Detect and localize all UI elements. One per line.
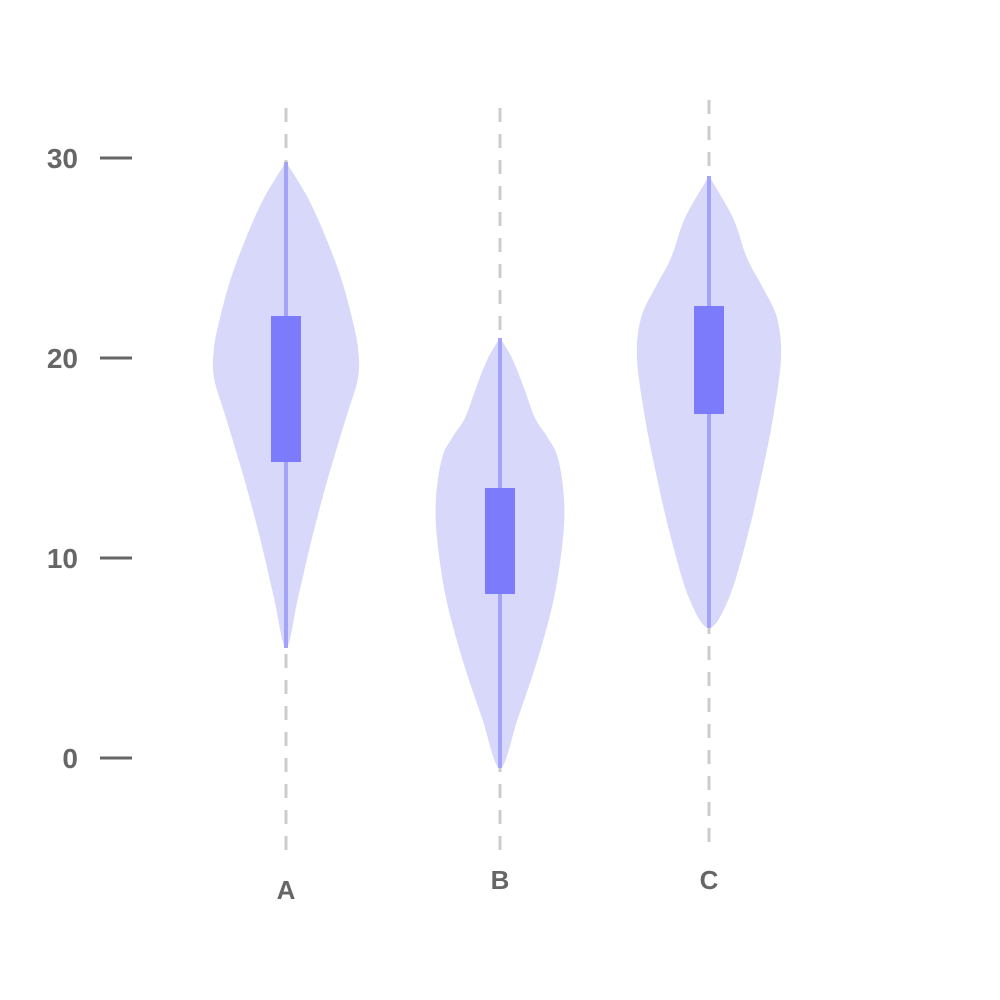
x-category-label: A xyxy=(277,875,296,905)
x-category-label: C xyxy=(700,865,719,895)
x-axis: A B C xyxy=(277,865,719,905)
x-category-label: B xyxy=(491,865,510,895)
violin-iqr-box xyxy=(694,306,724,414)
violin-group xyxy=(212,162,782,768)
violin-iqr-box xyxy=(271,316,301,462)
violin-iqr-box xyxy=(485,488,515,594)
y-axis: 0 10 20 30 xyxy=(47,143,132,774)
y-tick-label: 10 xyxy=(47,543,78,574)
y-tick-label: 0 xyxy=(62,743,78,774)
y-tick-label: 20 xyxy=(47,343,78,374)
y-tick-label: 30 xyxy=(47,143,78,174)
